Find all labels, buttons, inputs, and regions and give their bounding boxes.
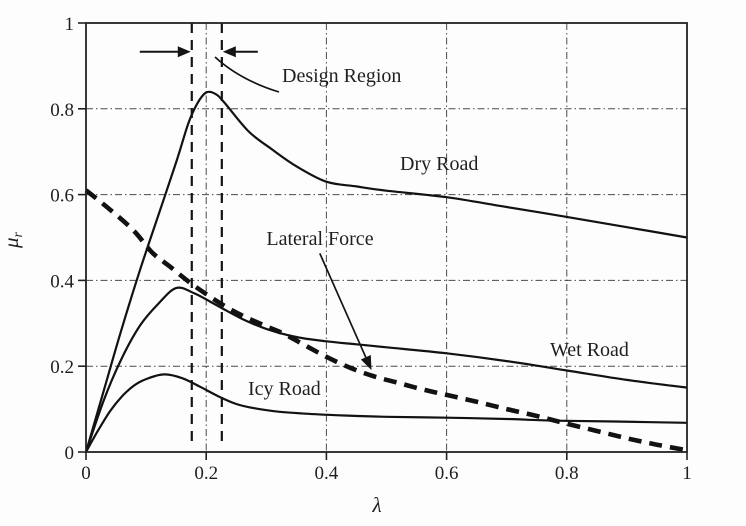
dry-road-curve: [84, 90, 688, 453]
grid-layer: [86, 23, 687, 452]
design-region-leader: [214, 56, 280, 93]
ticks-layer: 0 0.2 0.4 0.6 0.8 1 0 0.2 0.4 0.6 0.8 1: [50, 14, 692, 484]
y-tick-label: 0.8: [50, 100, 74, 121]
dry-road-label: Dry Road: [400, 153, 478, 175]
x-tick-label: 0.8: [555, 463, 579, 484]
icy-road-label: Icy Road: [248, 378, 321, 400]
x-tick-label: 0.6: [435, 463, 459, 484]
design-arrow-left-head: [177, 46, 191, 58]
y-tick-label: 1: [65, 14, 75, 35]
design-arrow-right-head: [222, 46, 236, 58]
icy-road-curve: [85, 373, 688, 453]
lateral-force-curve: [84, 188, 688, 453]
x-tick-label: 1: [682, 463, 692, 484]
lateral-force-arrow-shaft: [319, 253, 367, 358]
y-tick-label: 0.2: [50, 357, 74, 378]
plot-frame: [85, 22, 688, 453]
lateral-force-arrow-head: [360, 355, 372, 371]
lateral-force-label: Lateral Force: [266, 228, 373, 250]
frame-layer: [85, 22, 688, 453]
x-tick-label: 0: [81, 463, 91, 484]
design-region-label: Design Region: [282, 65, 401, 87]
y-tick-label: 0: [65, 443, 75, 464]
x-tick-label: 0.2: [194, 463, 218, 484]
y-axis-label: μr: [0, 231, 26, 249]
y-tick-label: 0.4: [50, 271, 74, 292]
wet-road-curve: [84, 286, 688, 453]
design-region-layer: [190, 23, 223, 444]
x-tick-label: 0.4: [315, 463, 339, 484]
chart-generated-layer: 0 0.2 0.4 0.6 0.8 1 0 0.2 0.4 0.6 0.8 1: [50, 14, 692, 484]
y-tick-label: 0.6: [50, 186, 74, 207]
wet-road-label: Wet Road: [550, 339, 629, 361]
x-axis-label: λ: [371, 493, 381, 517]
curves-layer: [84, 90, 688, 453]
annotation-layer: [139, 46, 372, 371]
